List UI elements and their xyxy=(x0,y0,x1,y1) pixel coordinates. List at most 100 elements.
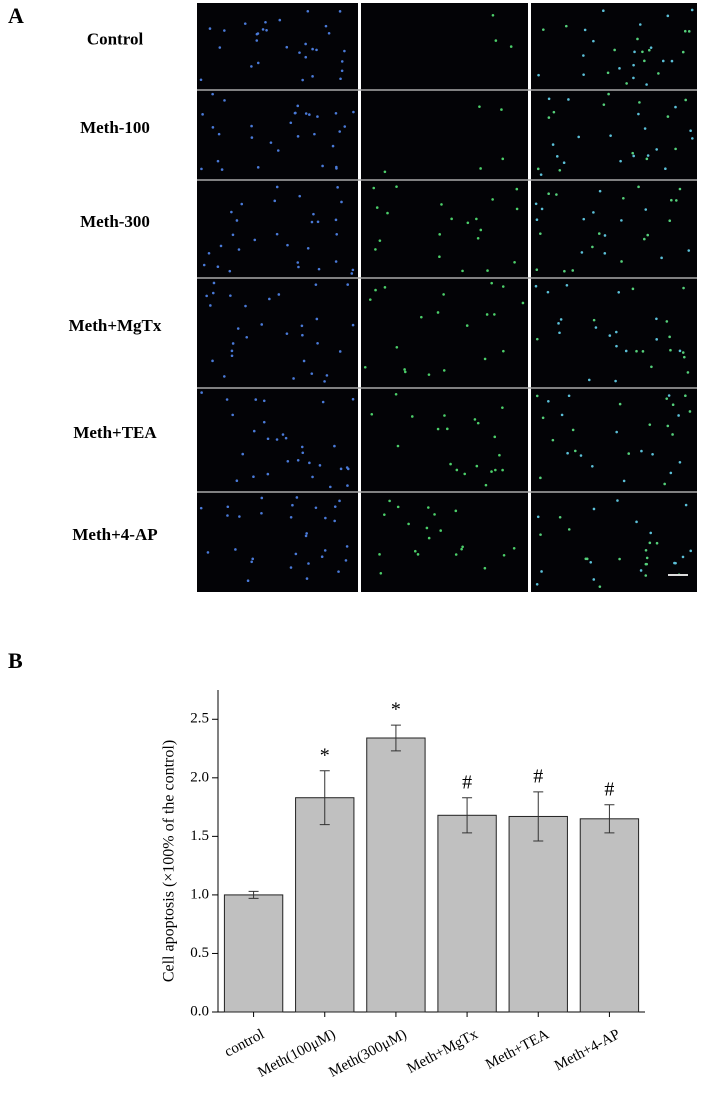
bar xyxy=(508,815,568,1013)
cell-dot xyxy=(378,239,382,242)
cell-dot xyxy=(346,283,350,286)
cell-dot xyxy=(691,137,694,140)
cell-dot xyxy=(602,9,605,13)
cell-dot xyxy=(665,320,669,323)
cell-dot xyxy=(378,553,381,556)
cell-dot xyxy=(200,391,203,394)
cell-dot xyxy=(340,69,344,73)
cell-dot xyxy=(325,374,329,377)
cell-dot xyxy=(617,290,621,294)
cell-dot xyxy=(300,324,304,328)
error-bar xyxy=(248,890,259,899)
cell-dot xyxy=(343,49,346,53)
cell-dot xyxy=(211,359,214,363)
cell-dot xyxy=(334,111,338,115)
cell-dot xyxy=(597,232,601,235)
cell-dot xyxy=(289,121,293,125)
cell-dot xyxy=(501,468,504,472)
cell-dot xyxy=(324,24,328,28)
cell-dot xyxy=(340,60,344,63)
cell-dot xyxy=(547,116,551,119)
cell-dot xyxy=(534,202,538,206)
cell-dot xyxy=(278,18,282,22)
cell-dot xyxy=(314,506,318,510)
cell-dot xyxy=(445,427,449,431)
cell-dot xyxy=(638,23,642,26)
cell-dot xyxy=(321,164,324,168)
error-bar xyxy=(390,724,401,752)
cell-dot xyxy=(614,379,617,383)
cell-dot xyxy=(684,98,687,102)
cell-dot xyxy=(310,220,314,224)
cell-dot xyxy=(641,50,644,54)
cell-dot xyxy=(316,342,319,345)
cell-dot xyxy=(618,67,621,70)
cell-dot xyxy=(413,549,417,553)
cell-dot xyxy=(582,73,585,76)
cell-dot xyxy=(558,331,561,335)
cell-dot xyxy=(564,24,568,28)
image-panel xyxy=(361,3,528,592)
cell-dot xyxy=(608,334,612,337)
cell-dot xyxy=(592,318,596,322)
cell-dot xyxy=(277,293,281,296)
cell-dot xyxy=(301,78,304,82)
cell-dot xyxy=(606,71,610,75)
cell-dot xyxy=(535,268,539,272)
cell-dot xyxy=(536,515,540,519)
cell-dot xyxy=(344,559,348,562)
cell-dot xyxy=(622,479,626,483)
cell-dot xyxy=(644,574,648,577)
cell-dot xyxy=(631,287,635,291)
row-label: Control xyxy=(87,29,144,48)
cell-dot xyxy=(491,13,495,17)
cell-dot xyxy=(494,468,497,472)
cell-dot xyxy=(251,557,255,561)
cell-dot xyxy=(266,472,270,476)
y-tick-label: 1.0 xyxy=(190,886,209,902)
cell-dot xyxy=(308,113,311,116)
cell-dot xyxy=(618,557,621,561)
cell-dot xyxy=(535,337,539,341)
cell-dot xyxy=(646,233,650,237)
cell-dot xyxy=(669,471,673,475)
error-bar xyxy=(319,770,330,826)
cell-dot xyxy=(567,98,570,101)
cell-dot xyxy=(479,167,482,170)
cell-dot xyxy=(688,410,692,413)
cell-dot xyxy=(476,421,480,425)
cell-dot xyxy=(592,507,596,511)
cell-dot xyxy=(321,400,325,404)
cell-dot xyxy=(266,437,270,441)
cell-dot xyxy=(216,159,220,163)
cell-dot xyxy=(536,167,540,171)
cell-dot xyxy=(475,464,479,468)
cell-dot xyxy=(256,166,260,169)
cell-dot xyxy=(211,92,214,96)
cell-dot xyxy=(345,466,349,469)
bar xyxy=(579,818,640,1013)
cell-dot xyxy=(275,232,279,236)
cell-dot xyxy=(260,496,264,500)
cell-dot xyxy=(217,132,221,136)
cell-dot xyxy=(286,459,290,463)
cell-dot xyxy=(340,200,343,204)
bar xyxy=(295,797,355,1013)
cell-dot xyxy=(320,555,324,558)
cell-dot xyxy=(501,285,505,288)
cell-dot xyxy=(490,281,493,285)
cell-dot xyxy=(301,451,305,455)
cell-dot xyxy=(395,185,398,188)
x-tick-label: Meth(100μM) xyxy=(255,1026,338,1080)
cell-dot xyxy=(455,468,459,472)
cell-dot xyxy=(620,260,623,263)
cell-dot xyxy=(317,267,321,271)
cell-dot xyxy=(479,228,483,232)
cell-dot xyxy=(298,194,302,198)
cell-dot xyxy=(315,317,319,321)
cell-dot xyxy=(273,199,277,203)
cell-dot xyxy=(286,243,289,247)
cell-dot xyxy=(230,349,234,353)
cell-dot xyxy=(372,186,376,190)
cell-dot xyxy=(231,233,235,237)
